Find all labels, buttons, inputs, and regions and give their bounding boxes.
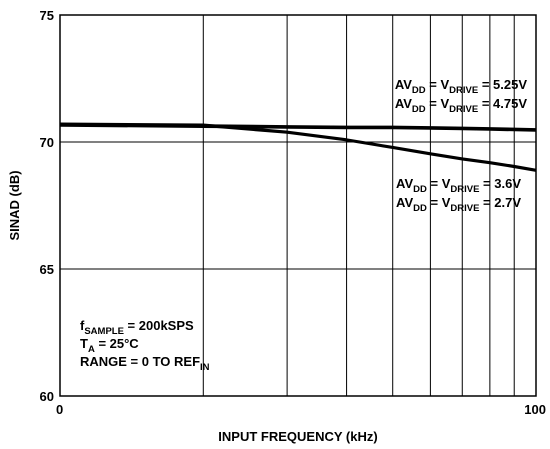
series-line bbox=[59, 123, 537, 172]
series-lines bbox=[59, 122, 537, 172]
annotation-span: AV bbox=[395, 77, 412, 92]
x-tick-label: 100 bbox=[524, 402, 546, 417]
y-axis-label: SINAD (dB) bbox=[7, 170, 22, 240]
annotation-span: = 2.7V bbox=[479, 195, 521, 210]
annotation-text: fSAMPLE = 200kSPS bbox=[80, 318, 194, 337]
annotation-span: = 4.75V bbox=[478, 96, 527, 111]
annotation-subscript: DRIVE bbox=[450, 203, 479, 214]
plot-frame bbox=[59, 14, 537, 397]
annotation-text: AVDD = VDRIVE = 5.25V bbox=[395, 77, 528, 96]
annotation-subscript: DD bbox=[412, 85, 426, 96]
annotation-span: RANGE = 0 TO REF bbox=[80, 354, 200, 369]
annotation-span: = 3.6V bbox=[479, 176, 521, 191]
annotation-subscript: DRIVE bbox=[450, 184, 479, 195]
annotation-text: RANGE = 0 TO REFIN bbox=[80, 354, 210, 373]
x-tick-labels: 0 100 bbox=[56, 402, 546, 417]
annotation-subscript: DRIVE bbox=[449, 85, 478, 96]
annotation-span: AV bbox=[396, 176, 413, 191]
annotation-subscript: A bbox=[88, 344, 95, 355]
y-tick-label: 60 bbox=[40, 389, 54, 404]
series-line bbox=[59, 122, 537, 172]
annotation-span: = V bbox=[427, 176, 451, 191]
annotation-span: T bbox=[80, 336, 88, 351]
annotation-text: AVDD = VDRIVE = 3.6V bbox=[396, 176, 521, 195]
annotation-span: AV bbox=[396, 195, 413, 210]
y-tick-label: 70 bbox=[40, 135, 54, 150]
annotation-span: = V bbox=[426, 96, 450, 111]
annotation-span: = 5.25V bbox=[478, 77, 527, 92]
annotation-subscript: DRIVE bbox=[449, 104, 478, 115]
annotation-subscript: DD bbox=[413, 203, 427, 214]
y-tick-label: 75 bbox=[40, 8, 54, 23]
x-tick-label: 0 bbox=[56, 402, 63, 417]
annotation-span: = V bbox=[427, 195, 451, 210]
annotation-subscript: DD bbox=[412, 104, 426, 115]
x-axis-label: INPUT FREQUENCY (kHz) bbox=[218, 429, 377, 444]
annotation-text: AVDD = VDRIVE = 4.75V bbox=[395, 96, 528, 115]
annotation-span: f bbox=[80, 318, 85, 333]
y-tick-label: 65 bbox=[40, 262, 54, 277]
annotation-subscript: SAMPLE bbox=[84, 326, 124, 337]
annotation-text: TA = 25°C bbox=[80, 336, 139, 355]
annotation-span: = 25°C bbox=[95, 336, 139, 351]
y-tick-labels: 60 65 70 75 bbox=[40, 8, 54, 404]
grid bbox=[60, 15, 536, 396]
annotation-text: AVDD = VDRIVE = 2.7V bbox=[396, 195, 521, 214]
annotation-span: = 200kSPS bbox=[124, 318, 194, 333]
annotation-span: = V bbox=[426, 77, 450, 92]
annotation-subscript: IN bbox=[200, 362, 210, 373]
annotation-span: AV bbox=[395, 96, 412, 111]
annotation-subscript: DD bbox=[413, 184, 427, 195]
